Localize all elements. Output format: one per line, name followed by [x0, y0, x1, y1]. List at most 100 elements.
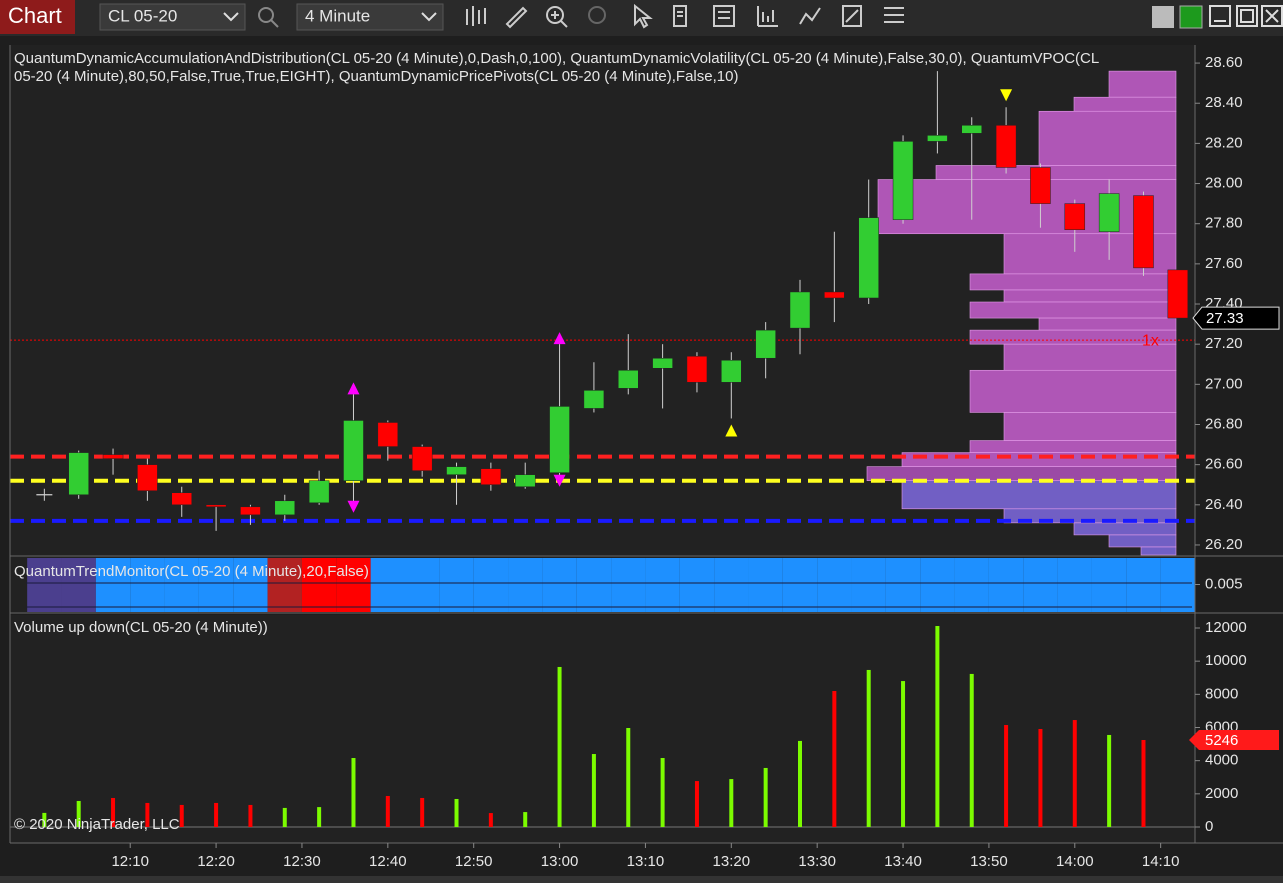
volume-bar [935, 626, 940, 827]
candle-body [961, 125, 982, 134]
trend-cell [439, 558, 474, 612]
profile-row [969, 273, 1177, 291]
candle-body [1030, 167, 1051, 204]
analyzer-icon[interactable] [842, 5, 862, 27]
trend-cell [1160, 558, 1195, 612]
pivot-marker [347, 500, 360, 513]
x-tick-label: 13:50 [970, 853, 1008, 870]
candle-body [514, 474, 536, 487]
indicators-icon[interactable] [757, 6, 778, 27]
volume-bar [214, 802, 219, 827]
y-tick-label: 27.20 [1205, 335, 1243, 352]
candle-body [343, 420, 364, 481]
trend-cell [782, 558, 818, 612]
y-tick-label: 2000 [1205, 785, 1238, 802]
candle-body [755, 329, 776, 359]
candle-body [995, 125, 1017, 168]
indicator-title: 05-20 (4 Minute),80,50,False,True,True,E… [14, 68, 738, 85]
y-tick-label: 28.00 [1205, 175, 1243, 192]
profile-row [1073, 522, 1177, 536]
zoom-out-icon[interactable] [588, 6, 606, 24]
profile-row [1003, 343, 1177, 371]
menu-icon[interactable] [884, 7, 904, 23]
profile-row [1003, 289, 1177, 303]
pivot-marker [725, 424, 738, 437]
dropdown-arrow [223, 12, 239, 22]
search-icon[interactable] [258, 7, 274, 23]
interval-label: 4 Minute [305, 6, 370, 25]
candle-body [308, 480, 330, 504]
trend-cell [1057, 558, 1092, 612]
window-controls [1209, 5, 1283, 27]
volume-bar [969, 673, 974, 827]
volume-bar [1038, 728, 1043, 827]
volume-bar [626, 727, 631, 827]
x-tick-label: 13:10 [627, 853, 665, 870]
profile-row [1108, 70, 1177, 98]
candle-body [721, 359, 742, 383]
chart-tab[interactable] [0, 0, 75, 34]
zoom-in-icon[interactable] [546, 6, 564, 24]
scrollbar[interactable] [0, 876, 1283, 883]
window-button[interactable] [1152, 6, 1174, 28]
interval-select[interactable] [296, 3, 444, 31]
trend-cell [920, 558, 955, 612]
candle-body [480, 468, 502, 485]
y-tick-label: 27.80 [1205, 215, 1243, 232]
volume-bar [694, 781, 699, 827]
trend-cell [405, 558, 440, 612]
profile-row [1140, 546, 1177, 556]
trend-cell [164, 558, 199, 612]
x-tick-label: 14:00 [1056, 853, 1094, 870]
candle-body [1167, 269, 1189, 319]
candle-body [68, 452, 89, 496]
profile-row [877, 179, 1177, 235]
volume-bar [111, 797, 116, 827]
profile-row [1108, 534, 1177, 548]
volume-bar [488, 813, 493, 827]
volume-bar [832, 691, 837, 827]
instrument-select[interactable] [99, 3, 246, 31]
candle-body [411, 446, 433, 471]
maximize-button[interactable] [1236, 5, 1258, 27]
y-tick-label: 26.60 [1205, 456, 1243, 473]
candle-body [240, 506, 261, 516]
trend-cell [233, 558, 268, 612]
volume-bar [76, 800, 81, 827]
window-button[interactable] [1179, 5, 1203, 29]
volume-bar [798, 740, 802, 827]
pointer-icon[interactable] [634, 3, 653, 29]
instrument-label: CL 05-20 [108, 6, 177, 25]
y-tick-label: 27.60 [1205, 255, 1243, 272]
trend-cell [1023, 558, 1058, 612]
profile-row [901, 480, 1177, 510]
draw-icon[interactable] [505, 6, 528, 29]
strategies-icon[interactable] [799, 7, 821, 25]
x-tick-label: 12:30 [283, 853, 321, 870]
trend-cell [851, 558, 886, 612]
minimize-button[interactable] [1209, 5, 1231, 27]
volume-bar [901, 681, 906, 827]
profile-row [866, 466, 1177, 482]
volume-bar [763, 767, 768, 827]
x-tick-label: 12:10 [111, 853, 149, 870]
trend-cell [611, 558, 646, 612]
data-box-icon[interactable] [673, 5, 687, 27]
label-layer: 12:10 12:20 12:30 12:40 12:50 13:00 13:10 13:20… [111, 54, 1280, 870]
close-button[interactable] [1261, 5, 1283, 27]
last-volume-label: 5246 [1205, 732, 1238, 749]
trend-cell [508, 558, 543, 612]
volume-bar [317, 807, 322, 827]
volume-bar [1072, 720, 1077, 827]
zoom-in-plus [551, 11, 568, 28]
properties-icon[interactable] [713, 5, 735, 27]
bars-icon[interactable] [466, 6, 486, 26]
pivot-marker [1000, 89, 1013, 102]
plot-layer [10, 70, 1195, 828]
volume-bar [351, 758, 356, 827]
volume-bar [660, 758, 665, 827]
volume-bar [1004, 725, 1009, 827]
y-tick-label: 0.005 [1205, 575, 1243, 592]
panel-borders [9, 45, 1283, 844]
